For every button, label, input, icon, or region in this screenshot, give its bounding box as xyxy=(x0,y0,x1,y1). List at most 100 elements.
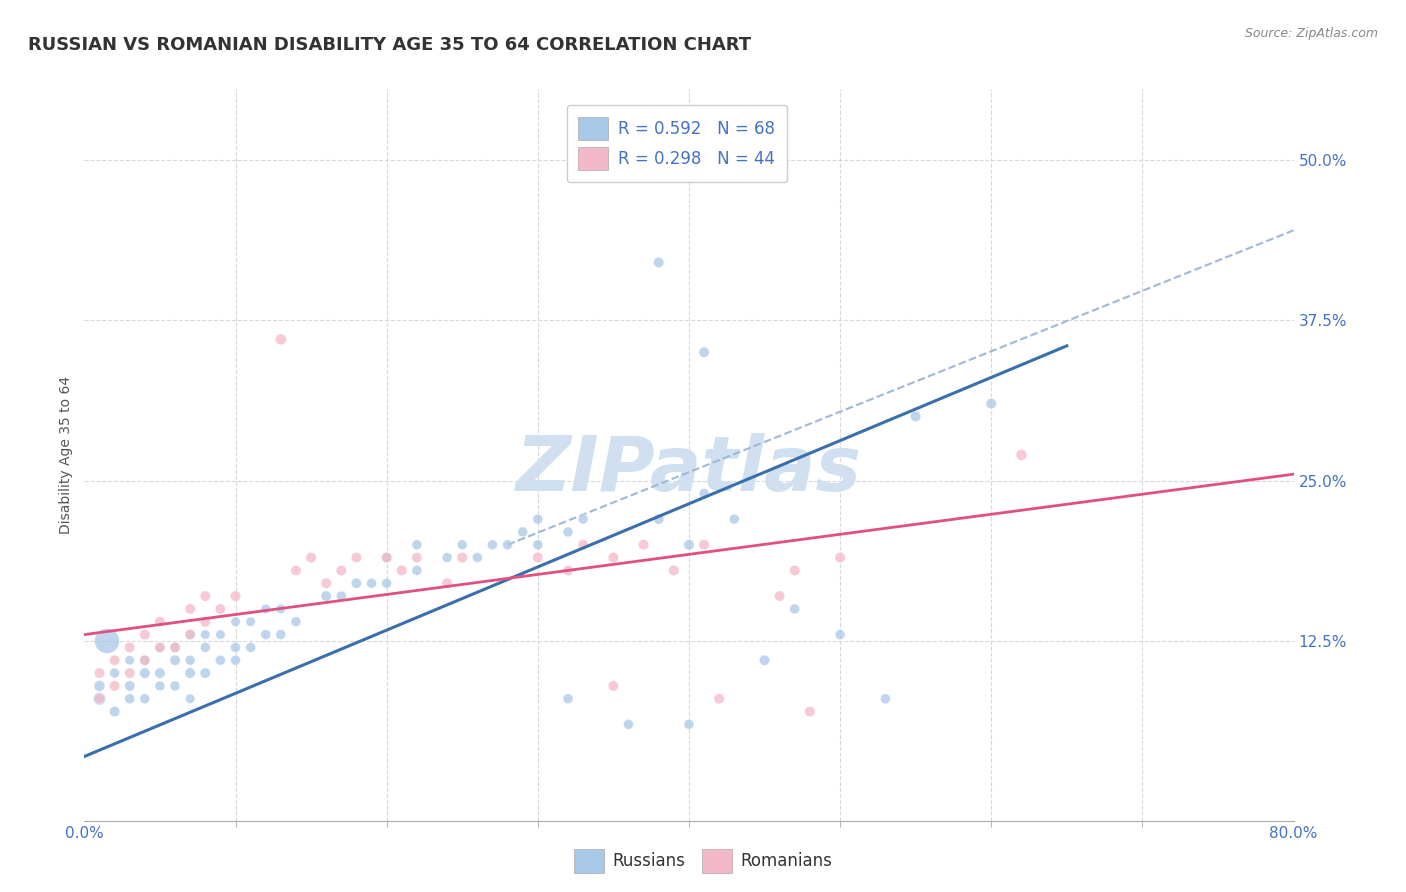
Point xyxy=(830,550,852,565)
Point xyxy=(633,538,655,552)
Point xyxy=(209,627,232,641)
Point xyxy=(149,679,172,693)
Point xyxy=(270,627,292,641)
Point xyxy=(375,550,398,565)
Point xyxy=(678,538,700,552)
Point xyxy=(89,691,111,706)
Point xyxy=(134,653,156,667)
Point xyxy=(904,409,927,424)
Point xyxy=(194,615,217,629)
Point xyxy=(875,691,897,706)
Point xyxy=(96,634,118,648)
Point xyxy=(270,602,292,616)
Point xyxy=(980,396,1002,410)
Point xyxy=(149,640,172,655)
Point xyxy=(436,550,458,565)
Point xyxy=(830,627,852,641)
Point xyxy=(557,563,579,577)
Point xyxy=(315,589,337,603)
Point xyxy=(225,589,247,603)
Point xyxy=(330,589,353,603)
Point xyxy=(225,640,247,655)
Point xyxy=(118,653,141,667)
Point xyxy=(179,691,201,706)
Point xyxy=(285,615,308,629)
Point xyxy=(118,679,141,693)
Point xyxy=(693,538,716,552)
Point xyxy=(118,691,141,706)
Point xyxy=(165,679,187,693)
Point xyxy=(104,679,127,693)
Point xyxy=(134,627,156,641)
Point xyxy=(149,615,172,629)
Point xyxy=(451,550,474,565)
Y-axis label: Disability Age 35 to 64: Disability Age 35 to 64 xyxy=(59,376,73,534)
Point xyxy=(754,653,776,667)
Point xyxy=(709,691,731,706)
Point xyxy=(346,576,368,591)
Point xyxy=(783,602,806,616)
Text: Source: ZipAtlas.com: Source: ZipAtlas.com xyxy=(1244,27,1378,40)
Point xyxy=(270,333,292,347)
Point xyxy=(209,602,232,616)
Point xyxy=(104,653,127,667)
Point xyxy=(134,653,156,667)
Point xyxy=(179,666,201,681)
Point xyxy=(602,679,624,693)
Point xyxy=(225,653,247,667)
Point xyxy=(769,589,792,603)
Point xyxy=(527,512,550,526)
Point xyxy=(391,563,413,577)
Point xyxy=(194,589,217,603)
Point xyxy=(118,666,141,681)
Point xyxy=(165,640,187,655)
Point xyxy=(406,538,429,552)
Point xyxy=(104,666,127,681)
Point xyxy=(375,550,398,565)
Point xyxy=(89,691,111,706)
Point xyxy=(346,550,368,565)
Point xyxy=(723,512,745,526)
Point xyxy=(360,576,382,591)
Point xyxy=(165,653,187,667)
Point xyxy=(149,640,172,655)
Point xyxy=(179,653,201,667)
Point xyxy=(693,345,716,359)
Point xyxy=(496,538,519,552)
Point xyxy=(648,255,671,269)
Point xyxy=(527,550,550,565)
Point xyxy=(194,640,217,655)
Point xyxy=(648,512,671,526)
Point xyxy=(617,717,640,731)
Point xyxy=(239,615,262,629)
Point xyxy=(179,627,201,641)
Point xyxy=(134,691,156,706)
Point xyxy=(330,563,353,577)
Point xyxy=(118,640,141,655)
Point xyxy=(134,666,156,681)
Point xyxy=(527,538,550,552)
Point xyxy=(572,538,595,552)
Point xyxy=(436,576,458,591)
Point xyxy=(104,705,127,719)
Point xyxy=(783,563,806,577)
Point xyxy=(194,666,217,681)
Text: RUSSIAN VS ROMANIAN DISABILITY AGE 35 TO 64 CORRELATION CHART: RUSSIAN VS ROMANIAN DISABILITY AGE 35 TO… xyxy=(28,36,751,54)
Point xyxy=(285,563,308,577)
Point xyxy=(299,550,322,565)
Point xyxy=(451,538,474,552)
Point xyxy=(375,576,398,591)
Point xyxy=(799,705,821,719)
Point xyxy=(1011,448,1033,462)
Point xyxy=(315,576,337,591)
Legend: R = 0.592   N = 68, R = 0.298   N = 44: R = 0.592 N = 68, R = 0.298 N = 44 xyxy=(567,105,787,182)
Point xyxy=(406,563,429,577)
Point xyxy=(512,524,534,539)
Text: ZIPatlas: ZIPatlas xyxy=(516,433,862,507)
Point xyxy=(662,563,685,577)
Point xyxy=(406,550,429,565)
Point xyxy=(254,602,277,616)
Point xyxy=(254,627,277,641)
Point xyxy=(179,602,201,616)
Point xyxy=(165,640,187,655)
